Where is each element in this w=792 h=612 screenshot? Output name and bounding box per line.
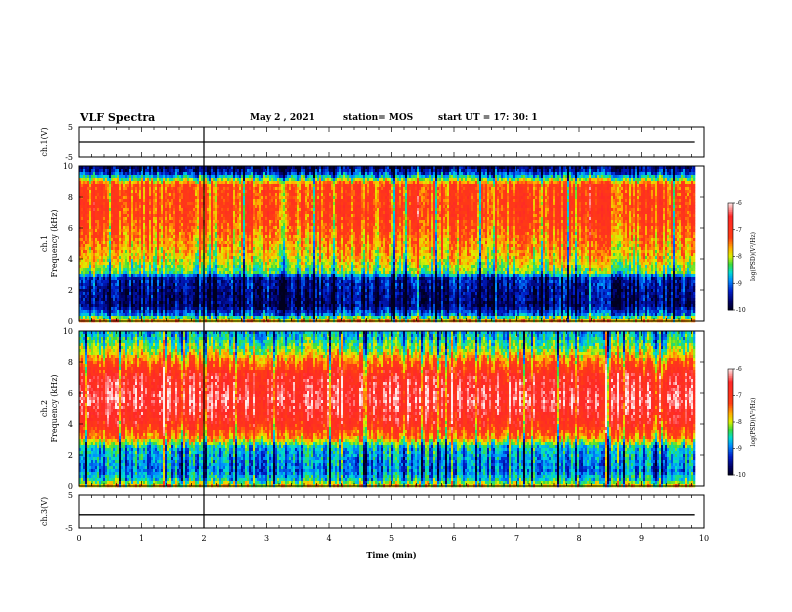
y-tick-label: 2 bbox=[68, 451, 73, 460]
x-tick-label: 2 bbox=[201, 534, 206, 543]
colorbar-tick-label: -6 bbox=[736, 200, 742, 207]
x-tick-label: 0 bbox=[76, 534, 81, 543]
colorbar-label: log(PSD)(V²/Hz) bbox=[750, 398, 757, 447]
x-tick-label: 1 bbox=[139, 534, 144, 543]
y-tick-label: 6 bbox=[68, 224, 73, 233]
colorbar-tick-label: -10 bbox=[736, 472, 746, 479]
x-tick-label: 4 bbox=[326, 534, 331, 543]
start-time-label: start UT = 17: 30: 1 bbox=[438, 113, 538, 123]
labels-layer: -6 -7 -8 -9 -10 log(PSD)(V²/Hz) -6 -7 -8 -9 -10 log… bbox=[40, 123, 757, 560]
x-tick-label: 5 bbox=[389, 534, 394, 543]
x-tick-label: 6 bbox=[451, 534, 456, 543]
axes-layer bbox=[78, 126, 735, 529]
spectrogram-ch1 bbox=[79, 166, 696, 323]
x-tick-label: 10 bbox=[699, 534, 709, 543]
y-axis-label: ch.1 bbox=[40, 235, 49, 252]
colorbar-tick-label: -7 bbox=[736, 227, 742, 234]
colorbar-tick-label: -8 bbox=[736, 254, 742, 261]
y-tick-label: 5 bbox=[68, 491, 73, 500]
y-tick-label: 2 bbox=[68, 286, 73, 295]
y-tick-label: -5 bbox=[65, 153, 73, 162]
y-tick-label: 8 bbox=[68, 358, 73, 367]
y-tick-label: 8 bbox=[68, 193, 73, 202]
y-tick-label: 0 bbox=[68, 482, 73, 491]
colorbar-tick-label: -10 bbox=[736, 307, 746, 314]
colorbar-tick-label: -9 bbox=[736, 446, 742, 453]
colorbar-tick-label: -6 bbox=[736, 366, 742, 373]
x-tick-label: 9 bbox=[639, 534, 644, 543]
colorbar-2 bbox=[727, 368, 734, 476]
y-tick-label: 4 bbox=[68, 255, 73, 264]
figure-title: VLF Spectra bbox=[80, 111, 155, 124]
x-tick-label: 7 bbox=[514, 534, 519, 543]
y-axis-label: ch.3(V) bbox=[40, 497, 49, 526]
y-tick-label: 0 bbox=[68, 317, 73, 326]
y-axis-label: ch.1(V) bbox=[40, 127, 49, 156]
colorbar-1 bbox=[727, 202, 734, 311]
colorbar-tick-label: -9 bbox=[736, 280, 742, 287]
spectrogram-ch2 bbox=[79, 331, 696, 488]
date-label: May 2 , 2021 bbox=[250, 113, 315, 123]
colorbar-tick-label: -8 bbox=[736, 419, 742, 426]
y-axis-label: Frequency (kHz) bbox=[50, 374, 59, 442]
x-tick-label: 8 bbox=[576, 534, 581, 543]
y-tick-label: -5 bbox=[65, 524, 73, 533]
colorbar-label: log(PSD)(V²/Hz) bbox=[750, 232, 757, 281]
y-tick-label: 6 bbox=[68, 389, 73, 398]
station-label: station= MOS bbox=[343, 113, 413, 123]
colorbar-tick-label: -7 bbox=[736, 393, 742, 400]
y-axis-label: Frequency (kHz) bbox=[50, 209, 59, 277]
y-tick-label: 5 bbox=[68, 123, 73, 132]
y-tick-label: 4 bbox=[68, 420, 73, 429]
y-tick-label: 10 bbox=[63, 162, 73, 171]
spectrogram-layer bbox=[79, 166, 734, 488]
x-tick-label: 3 bbox=[264, 534, 269, 543]
y-axis-label: ch.2 bbox=[40, 400, 49, 417]
x-axis-label: Time (min) bbox=[366, 550, 416, 560]
y-tick-label: 10 bbox=[63, 327, 73, 336]
